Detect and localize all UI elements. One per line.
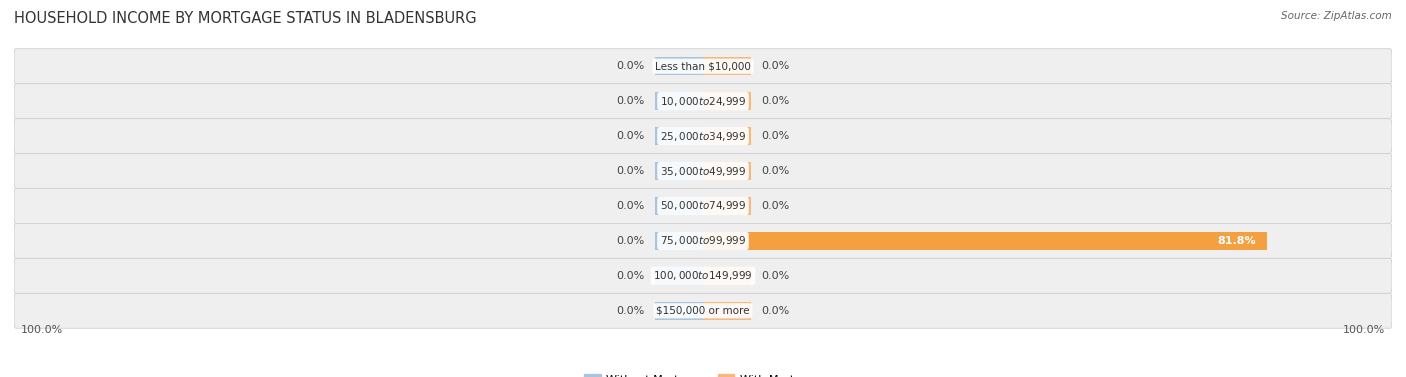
Bar: [655, 232, 703, 250]
FancyBboxPatch shape: [14, 224, 1392, 258]
FancyBboxPatch shape: [14, 258, 1392, 293]
Text: 0.0%: 0.0%: [762, 96, 790, 106]
Bar: [703, 232, 1267, 250]
FancyBboxPatch shape: [14, 84, 1392, 119]
Text: HOUSEHOLD INCOME BY MORTGAGE STATUS IN BLADENSBURG: HOUSEHOLD INCOME BY MORTGAGE STATUS IN B…: [14, 11, 477, 26]
Text: $50,000 to $74,999: $50,000 to $74,999: [659, 199, 747, 213]
Text: $75,000 to $99,999: $75,000 to $99,999: [659, 234, 747, 247]
Text: 100.0%: 100.0%: [1343, 325, 1385, 335]
FancyBboxPatch shape: [14, 119, 1392, 153]
Bar: [703, 127, 751, 145]
Text: Source: ZipAtlas.com: Source: ZipAtlas.com: [1281, 11, 1392, 21]
Bar: [655, 302, 703, 320]
Text: 0.0%: 0.0%: [616, 236, 644, 246]
Text: 0.0%: 0.0%: [616, 166, 644, 176]
Text: 0.0%: 0.0%: [616, 201, 644, 211]
Legend: Without Mortgage, With Mortgage: Without Mortgage, With Mortgage: [579, 370, 827, 377]
Bar: [703, 162, 751, 180]
Text: $150,000 or more: $150,000 or more: [657, 306, 749, 316]
Text: 81.8%: 81.8%: [1218, 236, 1256, 246]
Bar: [655, 162, 703, 180]
FancyBboxPatch shape: [14, 153, 1392, 188]
FancyBboxPatch shape: [14, 293, 1392, 328]
Text: Less than $10,000: Less than $10,000: [655, 61, 751, 71]
FancyBboxPatch shape: [14, 49, 1392, 84]
Text: 0.0%: 0.0%: [616, 131, 644, 141]
Bar: [655, 267, 703, 285]
Text: $25,000 to $34,999: $25,000 to $34,999: [659, 130, 747, 143]
Text: 0.0%: 0.0%: [616, 96, 644, 106]
Text: 0.0%: 0.0%: [762, 131, 790, 141]
Text: 0.0%: 0.0%: [762, 61, 790, 71]
Text: 0.0%: 0.0%: [616, 61, 644, 71]
Text: 0.0%: 0.0%: [616, 306, 644, 316]
Bar: [703, 57, 751, 75]
FancyBboxPatch shape: [14, 188, 1392, 224]
Bar: [703, 92, 751, 110]
Bar: [703, 302, 751, 320]
Text: 0.0%: 0.0%: [762, 166, 790, 176]
Text: 100.0%: 100.0%: [21, 325, 63, 335]
Text: 0.0%: 0.0%: [762, 271, 790, 281]
Text: 0.0%: 0.0%: [616, 271, 644, 281]
Bar: [655, 127, 703, 145]
Text: $100,000 to $149,999: $100,000 to $149,999: [654, 269, 752, 282]
Bar: [655, 57, 703, 75]
Text: 0.0%: 0.0%: [762, 201, 790, 211]
Text: 0.0%: 0.0%: [762, 306, 790, 316]
Bar: [655, 92, 703, 110]
Bar: [703, 197, 751, 215]
Bar: [655, 197, 703, 215]
Bar: [703, 267, 751, 285]
Text: $35,000 to $49,999: $35,000 to $49,999: [659, 164, 747, 178]
Text: $10,000 to $24,999: $10,000 to $24,999: [659, 95, 747, 108]
